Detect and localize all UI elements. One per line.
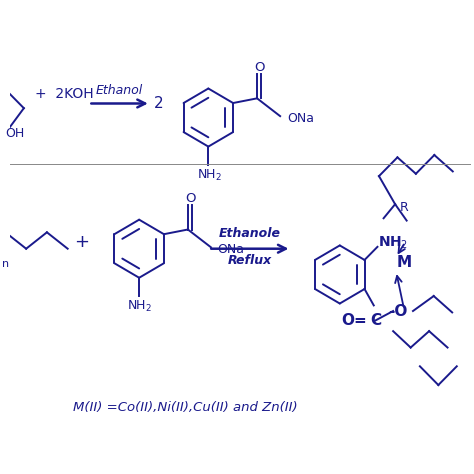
Text: 2: 2 <box>154 96 164 111</box>
Text: OH: OH <box>5 128 24 140</box>
Text: O: O <box>255 61 265 74</box>
Text: M: M <box>397 255 412 270</box>
Text: O: O <box>185 192 196 205</box>
Text: ONa: ONa <box>217 243 244 255</box>
Text: n: n <box>2 259 9 269</box>
Text: +  2KOH: + 2KOH <box>36 87 94 101</box>
Text: NH$_2$: NH$_2$ <box>379 235 409 251</box>
Text: R: R <box>400 201 409 214</box>
Text: M(II) =Co(II),Ni(II),Cu(II) and Zn(II): M(II) =Co(II),Ni(II),Cu(II) and Zn(II) <box>73 401 298 414</box>
Text: Reflux: Reflux <box>228 254 272 267</box>
Text: Ethanol: Ethanol <box>96 84 143 97</box>
Text: -O: -O <box>388 303 408 319</box>
Text: ONa: ONa <box>287 111 314 125</box>
Text: NH$_2$: NH$_2$ <box>127 299 152 314</box>
Text: NH$_2$: NH$_2$ <box>197 168 222 183</box>
Text: +: + <box>74 233 89 251</box>
Text: Ethanole: Ethanole <box>219 227 281 240</box>
Text: O=: O= <box>342 313 367 328</box>
Text: C: C <box>370 313 381 328</box>
